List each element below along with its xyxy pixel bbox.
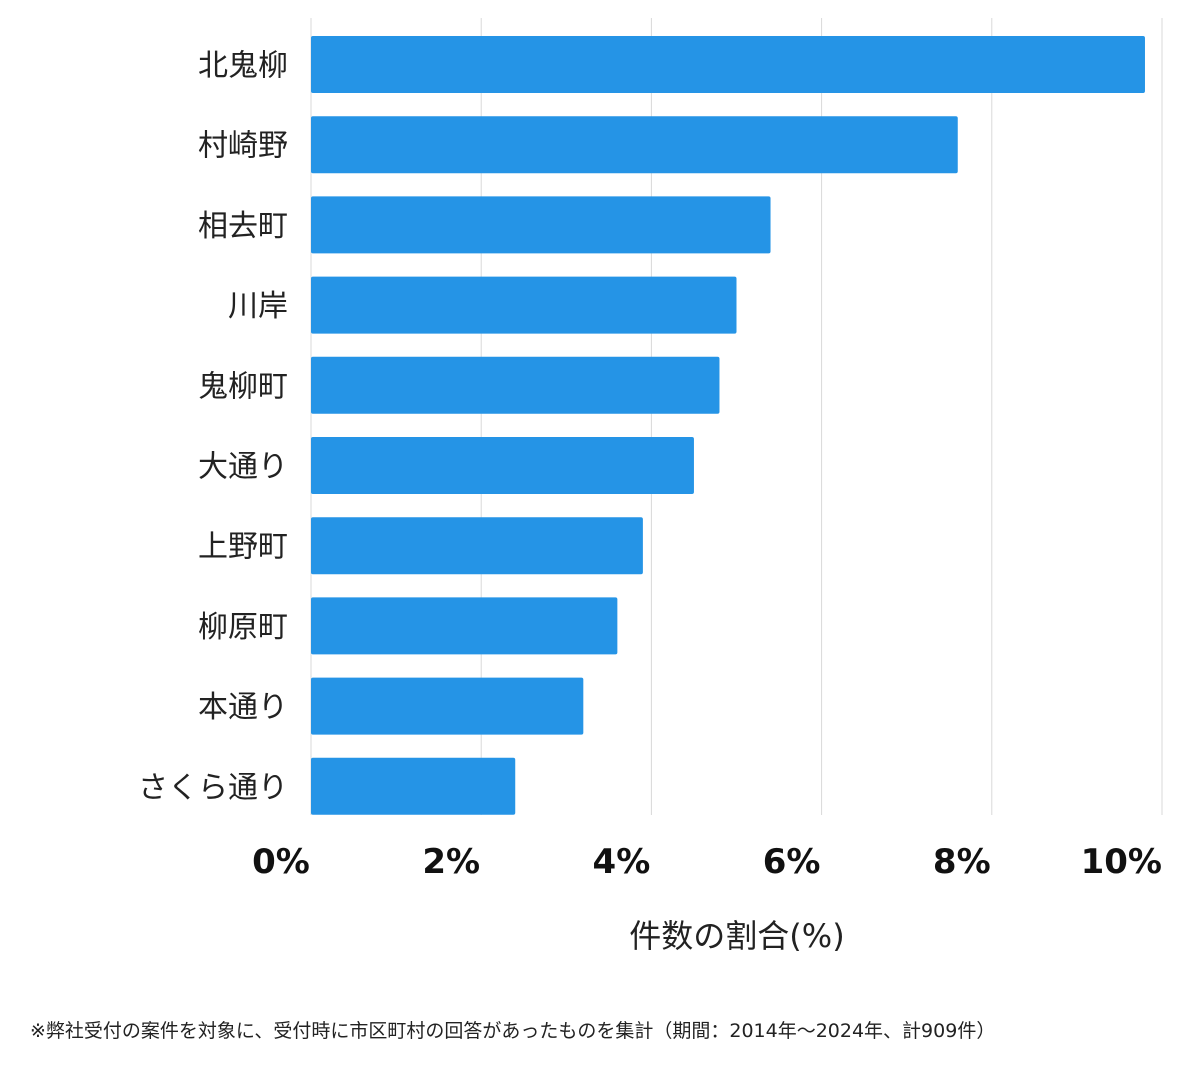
bar-chart: 0% 2% 4% 6% 8% 10% 北鬼柳村崎野相去町川岸鬼柳町大通り上野町柳原町本通りさ… (138, 18, 1163, 955)
category-label: 川岸 (228, 289, 288, 324)
bar (311, 276, 737, 334)
category-label: 村崎野 (198, 129, 288, 164)
x-tick-label: 8% (933, 842, 991, 882)
category-label: 大通り (198, 450, 288, 485)
bar (311, 597, 618, 655)
bar (311, 677, 584, 735)
bar (311, 437, 694, 494)
category-label: 本通り (198, 690, 288, 725)
category-label: 柳原町 (198, 610, 288, 645)
bar (311, 36, 1145, 93)
x-axis-title: 件数の割合(%) (629, 917, 844, 955)
bar (311, 356, 720, 414)
bar (311, 196, 771, 254)
category-label: 鬼柳町 (198, 369, 288, 404)
category-label: 上野町 (198, 530, 288, 565)
x-tick-label: 10% (1081, 842, 1162, 882)
x-tick-label: 4% (593, 842, 651, 882)
category-label: さくら通り (138, 770, 288, 805)
x-tick-label: 0% (252, 842, 310, 882)
category-label: 相去町 (198, 209, 288, 244)
bar (311, 116, 958, 174)
bar (311, 757, 516, 815)
x-tick-label: 2% (422, 842, 480, 882)
category-label: 北鬼柳 (198, 49, 288, 84)
bar (311, 517, 643, 575)
x-tick-label: 6% (763, 842, 821, 882)
footnote: ※弊社受付の案件を対象に、受付時に市区町村の回答があったものを集計（期間：201… (30, 1020, 996, 1042)
